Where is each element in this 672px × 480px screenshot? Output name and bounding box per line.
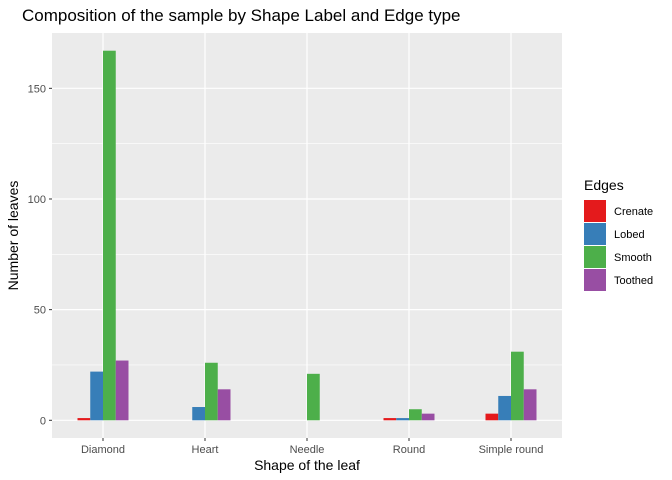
x-tick-label: Round xyxy=(393,444,425,456)
bar-lobed-heart xyxy=(192,407,205,421)
bar-toothed-diamond xyxy=(115,360,129,421)
y-tick-label: 100 xyxy=(28,194,46,206)
legend-key-toothed xyxy=(584,269,606,291)
x-tick-label: Heart xyxy=(192,444,219,456)
x-axis-ticks: Diamond Heart Needle Round Simple round xyxy=(81,438,543,456)
y-axis-ticks: 0 50 100 150 xyxy=(28,83,52,427)
bar-crenate-diamond xyxy=(77,418,91,421)
bar-lobed-diamond xyxy=(90,371,103,421)
bar-lobed-round xyxy=(396,418,409,421)
bars xyxy=(77,50,537,421)
x-tick-label: Simple round xyxy=(479,444,544,456)
legend-key-crenate xyxy=(584,200,606,222)
bar-toothed-simple-round xyxy=(523,389,537,421)
legend-label-smooth: Smooth xyxy=(614,252,652,264)
legend: Edges Crenate Lobed Smooth Toothed xyxy=(584,177,653,291)
x-tick-label: Needle xyxy=(290,444,325,456)
bar-crenate-round xyxy=(383,418,397,421)
legend-label-toothed: Toothed xyxy=(614,275,653,287)
y-tick-label: 50 xyxy=(34,305,46,317)
legend-label-crenate: Crenate xyxy=(614,206,653,218)
bar-smooth-diamond xyxy=(103,50,116,421)
bar-smooth-needle xyxy=(307,373,320,421)
chart-title: Composition of the sample by Shape Label… xyxy=(22,6,461,25)
legend-key-smooth xyxy=(584,246,606,268)
y-tick-label: 150 xyxy=(28,83,46,95)
legend-key-lobed xyxy=(584,223,606,245)
bar-toothed-round xyxy=(421,413,435,421)
bar-lobed-simple-round xyxy=(498,395,511,421)
bar-smooth-heart xyxy=(205,362,218,421)
y-tick-label: 0 xyxy=(40,415,46,427)
bar-smooth-round xyxy=(409,409,422,421)
bar-smooth-simple-round xyxy=(511,351,524,421)
x-axis-title: Shape of the leaf xyxy=(254,457,360,473)
legend-label-lobed: Lobed xyxy=(614,229,645,241)
x-tick-label: Diamond xyxy=(81,444,125,456)
y-axis-title: Number of leaves xyxy=(5,181,21,291)
bar-crenate-simple-round xyxy=(485,413,499,421)
legend-title: Edges xyxy=(584,177,624,193)
bar-toothed-heart xyxy=(217,389,231,421)
